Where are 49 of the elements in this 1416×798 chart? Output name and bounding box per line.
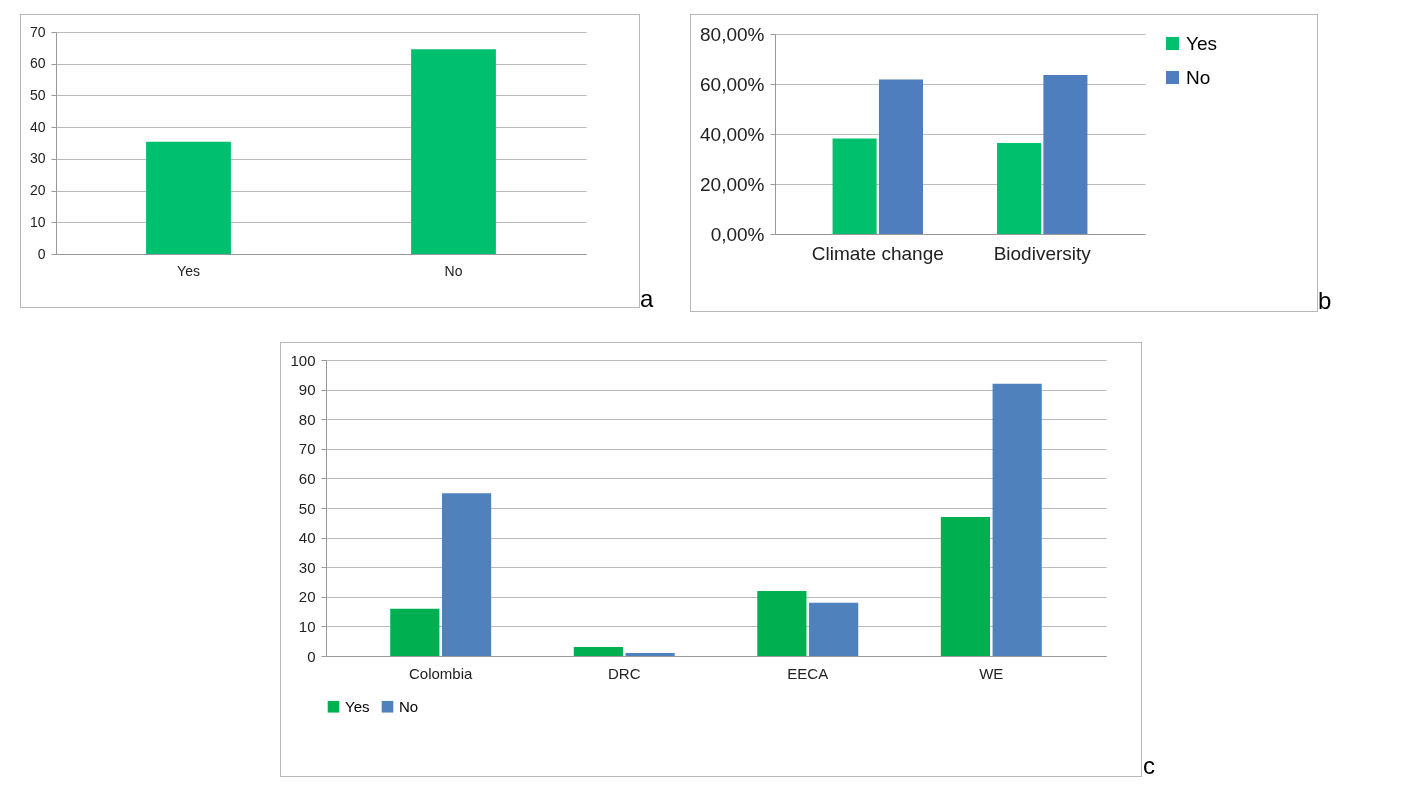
x-tick-label: EECA [787, 664, 829, 682]
y-tick-label: 60,00% [700, 73, 765, 95]
y-tick-label: 10 [298, 617, 316, 635]
x-tick-label: Climate change [811, 242, 944, 264]
text: a [640, 285, 654, 313]
x-tick-label: Colombia [409, 664, 474, 682]
x-tick-label: WE [979, 664, 1004, 682]
y-tick-label: 0,00% [710, 223, 765, 245]
y-tick-label: 10 [29, 213, 46, 230]
y-tick-label: 0 [307, 647, 316, 665]
y-tick-label: 80,00% [700, 23, 765, 45]
legend-label: Yes [1186, 32, 1217, 54]
bar [625, 653, 675, 656]
legend-label: Yes [345, 697, 370, 715]
bar [757, 590, 807, 656]
y-tick-label: 20 [29, 182, 46, 199]
bar [878, 79, 923, 234]
y-tick-label: 90 [298, 381, 316, 399]
y-tick-label: 60 [29, 55, 46, 72]
text: b [1318, 287, 1332, 315]
bar [809, 602, 859, 656]
legend-label: No [399, 697, 419, 715]
bar [442, 493, 492, 656]
y-tick-label: 40 [298, 529, 316, 547]
y-tick-label: 60 [298, 469, 316, 487]
text: c [1143, 752, 1155, 780]
x-tick-label: Biodiversity [993, 242, 1092, 264]
bar [992, 383, 1042, 656]
bar [390, 608, 440, 656]
bar [940, 516, 990, 656]
y-tick-label: 40,00% [700, 123, 765, 145]
y-tick-label: 70 [298, 440, 316, 458]
bar [997, 143, 1042, 234]
bar [1043, 75, 1088, 234]
y-tick-label: 0 [37, 245, 46, 262]
y-tick-label: 80 [298, 410, 316, 428]
y-tick-label: 70 [29, 23, 46, 40]
y-tick-label: 20 [298, 588, 316, 606]
y-tick-label: 50 [298, 499, 316, 517]
y-tick-label: 40 [29, 118, 46, 135]
y-tick-label: 30 [29, 150, 46, 167]
bar [573, 647, 623, 656]
y-tick-label: 100 [290, 351, 316, 369]
legend-label: No [1186, 66, 1211, 88]
x-tick-label: DRC [607, 664, 641, 682]
bar [832, 138, 877, 234]
y-tick-label: 20,00% [700, 173, 765, 195]
y-tick-label: 30 [298, 558, 316, 576]
y-tick-label: 50 [29, 86, 46, 103]
